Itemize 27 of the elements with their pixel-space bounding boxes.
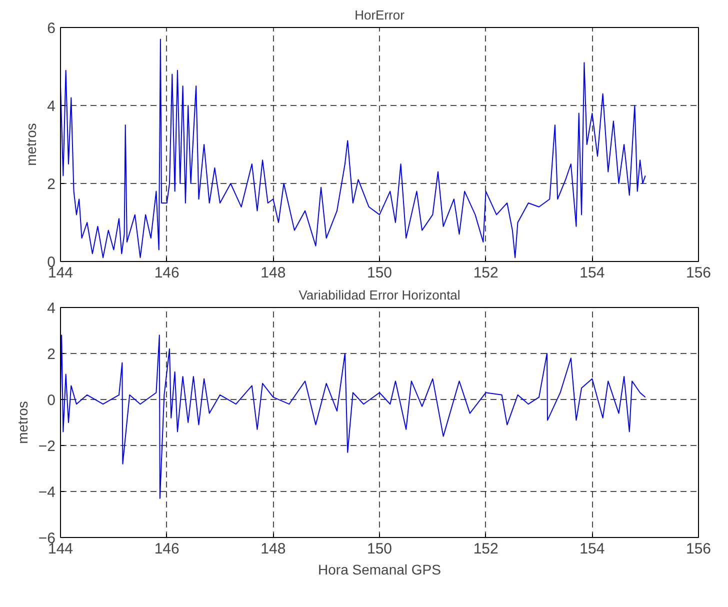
line-series (60, 38, 646, 258)
x-tick-label: 146 (154, 264, 180, 282)
y-tick-label: −4 (38, 484, 56, 501)
chart-title: Variabilidad Error Horizontal (298, 288, 460, 302)
y-tick-label: 2 (47, 176, 56, 193)
x-tick-label: 156 (686, 264, 712, 282)
y-tick-label: −2 (38, 438, 56, 455)
y-tick-label: 2 (47, 346, 56, 363)
line-series (60, 334, 646, 499)
y-tick-label: 0 (47, 392, 56, 409)
x-tick-label: 154 (580, 540, 605, 558)
x-tick-label: 152 (473, 264, 498, 282)
x-tick-label: 156 (686, 540, 712, 558)
x-tick-label: 148 (260, 264, 286, 282)
y-tick-label: 6 (47, 20, 56, 37)
x-tick-label: 146 (154, 540, 180, 558)
x-axis-title: Hora Semanal GPS (318, 562, 441, 578)
x-tick-label: 148 (260, 540, 286, 558)
x-tick-label: 154 (580, 264, 605, 282)
x-tick-label: 150 (366, 540, 392, 558)
chart-title: HorError (354, 8, 406, 22)
y-axis-title: metros (23, 123, 40, 166)
x-tick-label: 152 (473, 540, 498, 558)
y-axis-title: metros (14, 401, 30, 444)
x-tick-label: 150 (366, 264, 392, 282)
y-tick-label: 4 (47, 300, 56, 317)
y-tick-label: 4 (47, 98, 56, 115)
